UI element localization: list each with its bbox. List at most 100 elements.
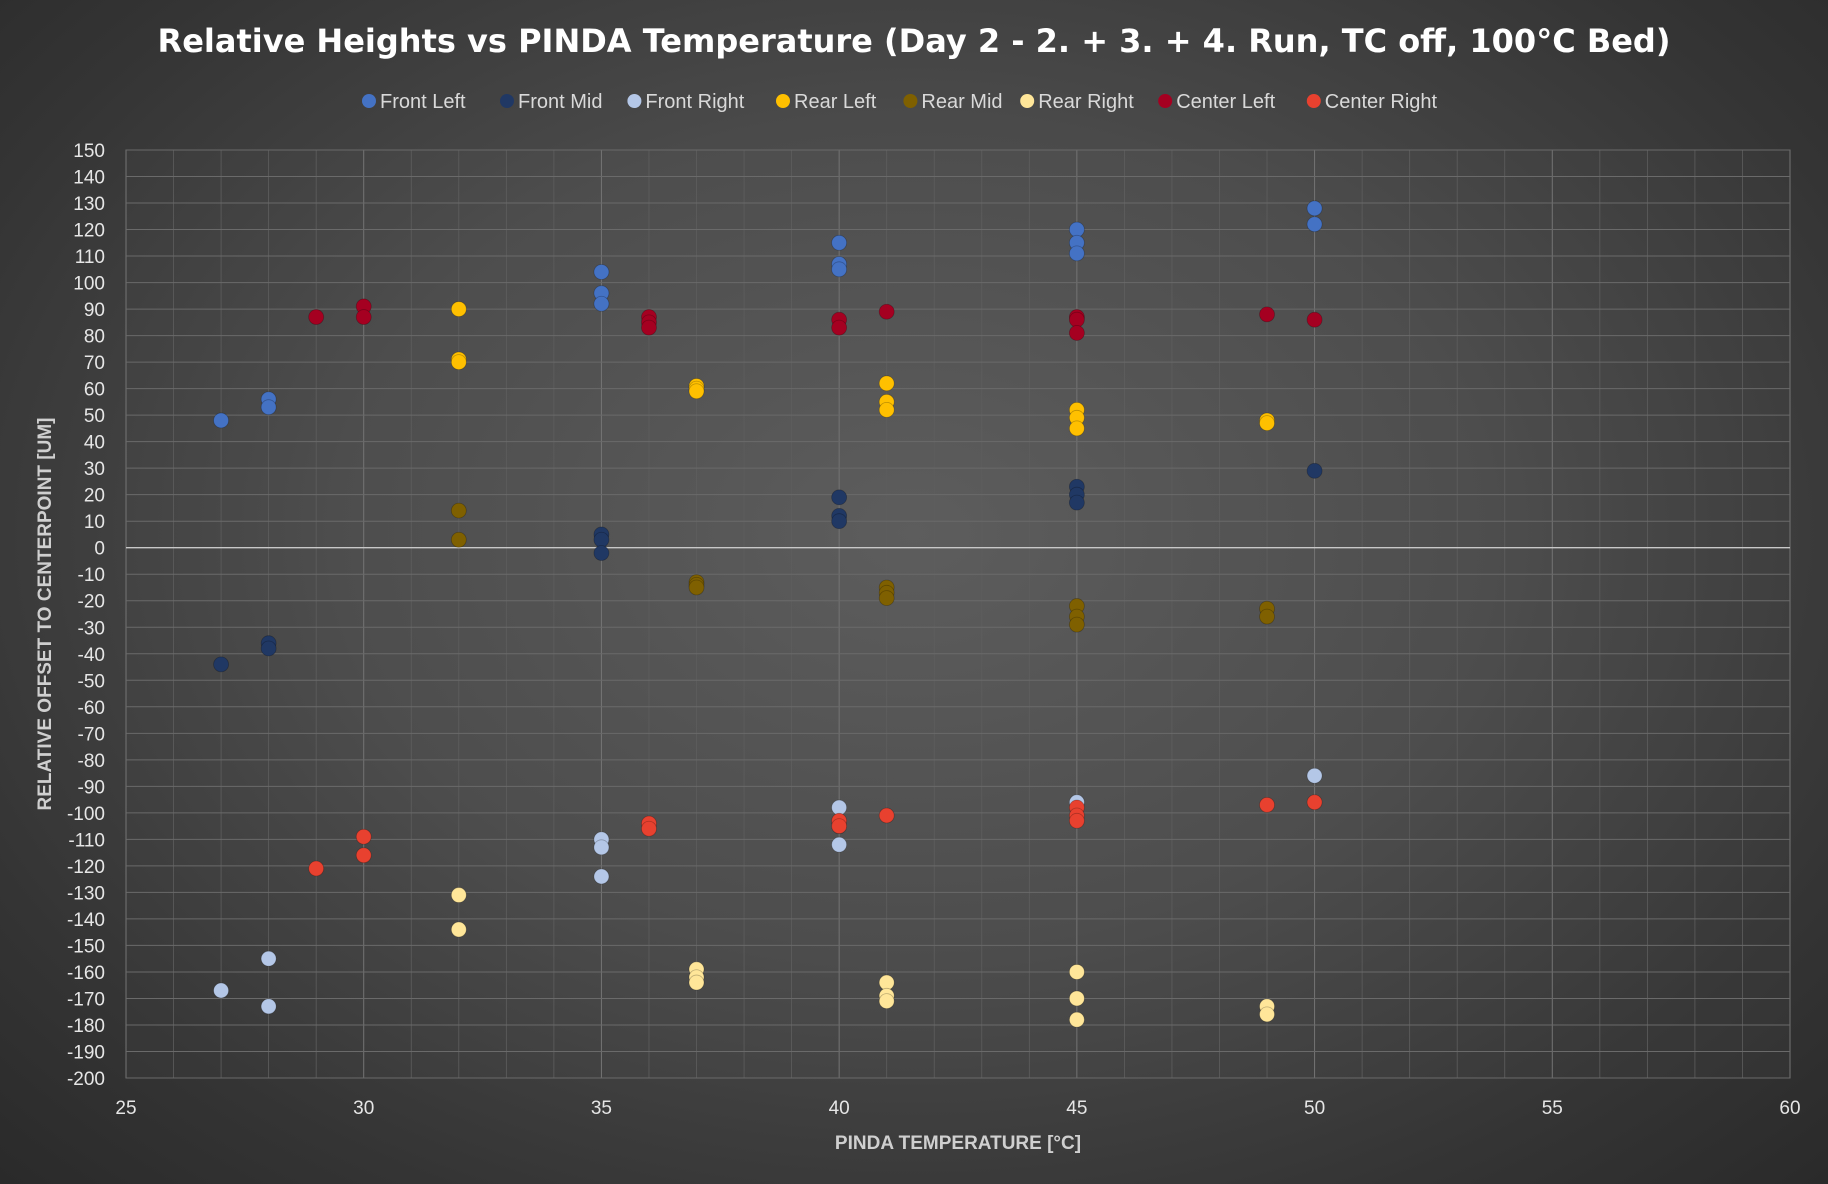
data-point bbox=[355, 847, 372, 864]
data-point bbox=[878, 401, 895, 418]
data-point bbox=[831, 818, 848, 835]
data-point bbox=[593, 545, 610, 561]
x-tick-label: 55 bbox=[1542, 1098, 1563, 1119]
series-center-right bbox=[308, 794, 1323, 877]
y-tick-label: 140 bbox=[73, 168, 105, 189]
data-point bbox=[831, 234, 848, 251]
x-tick-label: 30 bbox=[353, 1098, 374, 1119]
data-point bbox=[308, 309, 325, 325]
data-point bbox=[450, 502, 467, 519]
data-point bbox=[213, 982, 229, 999]
legend-marker bbox=[500, 94, 514, 108]
data-point bbox=[260, 950, 277, 967]
series-front-mid bbox=[213, 462, 1323, 673]
data-point bbox=[688, 579, 705, 596]
legend-marker bbox=[776, 94, 790, 108]
data-point bbox=[831, 799, 848, 816]
data-point bbox=[1068, 1011, 1085, 1028]
y-tick-label: -150 bbox=[67, 936, 105, 957]
data-point bbox=[308, 860, 325, 877]
data-point bbox=[1259, 415, 1275, 431]
data-point bbox=[831, 513, 848, 530]
y-tick-label: 130 bbox=[73, 194, 105, 215]
data-point bbox=[1068, 325, 1085, 341]
data-point bbox=[1306, 462, 1323, 479]
data-point bbox=[878, 590, 895, 606]
data-point bbox=[878, 303, 895, 320]
data-point bbox=[878, 807, 895, 824]
data-point bbox=[878, 993, 895, 1010]
legend-item: Rear Right bbox=[1020, 91, 1134, 113]
series-front-left bbox=[213, 200, 1323, 429]
x-axis-label: PINDA TEMPERATURE [°C] bbox=[835, 1133, 1081, 1154]
y-tick-label: -50 bbox=[78, 671, 105, 692]
y-tick-label: -140 bbox=[67, 910, 105, 931]
data-point bbox=[260, 399, 277, 416]
data-point bbox=[831, 489, 848, 506]
y-tick-label: 10 bbox=[84, 512, 105, 533]
y-tick-label: -40 bbox=[78, 645, 105, 666]
y-tick-label: 120 bbox=[73, 221, 105, 242]
data-point bbox=[1306, 216, 1323, 233]
legend-marker bbox=[627, 94, 642, 108]
series-rear-left bbox=[450, 301, 1275, 437]
y-tick-label: -110 bbox=[68, 830, 105, 851]
data-point bbox=[260, 640, 277, 657]
y-tick-label: 50 bbox=[84, 406, 105, 427]
legend-item: Rear Mid bbox=[903, 91, 1003, 113]
legend-label: Front Mid bbox=[518, 91, 602, 113]
legend-item: Center Left bbox=[1158, 91, 1276, 113]
plot-frame bbox=[125, 149, 1791, 1079]
y-tick-label: 150 bbox=[73, 141, 105, 162]
data-point bbox=[593, 295, 610, 312]
y-tick-label: -30 bbox=[78, 618, 105, 639]
data-point bbox=[878, 375, 895, 392]
y-tick-label: -60 bbox=[78, 698, 105, 719]
legend: Front Left Front Mid Front Right Rear Left R… bbox=[362, 91, 1438, 113]
data-point bbox=[831, 836, 848, 853]
data-point bbox=[355, 309, 372, 325]
data-point bbox=[641, 820, 657, 837]
y-tick-label: -10 bbox=[78, 565, 105, 586]
legend-label: Front Right bbox=[645, 91, 744, 113]
data-point bbox=[213, 412, 229, 429]
plot-area bbox=[125, 149, 1791, 1079]
y-tick-label: -200 bbox=[67, 1069, 105, 1090]
legend-label: Center Right bbox=[1325, 91, 1438, 113]
legend-marker bbox=[1306, 94, 1321, 108]
y-tick-label: -190 bbox=[67, 1042, 105, 1063]
x-tick-label: 60 bbox=[1779, 1098, 1800, 1119]
data-point bbox=[1306, 200, 1323, 217]
data-point bbox=[688, 974, 705, 991]
legend-item: Front Right bbox=[627, 91, 745, 113]
y-tick-label: 20 bbox=[84, 486, 105, 507]
y-tick-label: 30 bbox=[84, 459, 105, 480]
y-tick-label: 40 bbox=[84, 433, 105, 454]
y-axis-ticks: 1501401301201101009080706050403020100-10… bbox=[67, 141, 105, 1090]
data-point bbox=[1068, 616, 1085, 633]
data-point bbox=[1068, 245, 1085, 262]
x-tick-label: 45 bbox=[1066, 1098, 1087, 1119]
data-point bbox=[213, 656, 229, 673]
legend-marker bbox=[1020, 94, 1035, 108]
data-point bbox=[1306, 767, 1323, 784]
legend-item: Center Right bbox=[1306, 91, 1438, 113]
series-center-left bbox=[308, 298, 1323, 341]
y-tick-label: 110 bbox=[75, 247, 105, 268]
data-point bbox=[831, 261, 848, 278]
legend-item: Rear Left bbox=[776, 91, 877, 113]
y-tick-label: 70 bbox=[84, 353, 105, 374]
legend-marker bbox=[362, 94, 376, 108]
legend-label: Rear Left bbox=[794, 91, 877, 113]
data-point bbox=[450, 921, 467, 938]
y-tick-label: 90 bbox=[84, 300, 105, 321]
data-point bbox=[355, 828, 372, 845]
legend-label: Rear Right bbox=[1038, 91, 1134, 113]
data-point bbox=[1259, 1006, 1275, 1023]
data-point bbox=[1068, 221, 1085, 238]
y-tick-label: -130 bbox=[67, 883, 105, 904]
data-point bbox=[1068, 494, 1085, 511]
y-tick-label: -180 bbox=[67, 1016, 105, 1037]
data-point bbox=[1306, 794, 1323, 811]
data-point bbox=[450, 354, 467, 371]
